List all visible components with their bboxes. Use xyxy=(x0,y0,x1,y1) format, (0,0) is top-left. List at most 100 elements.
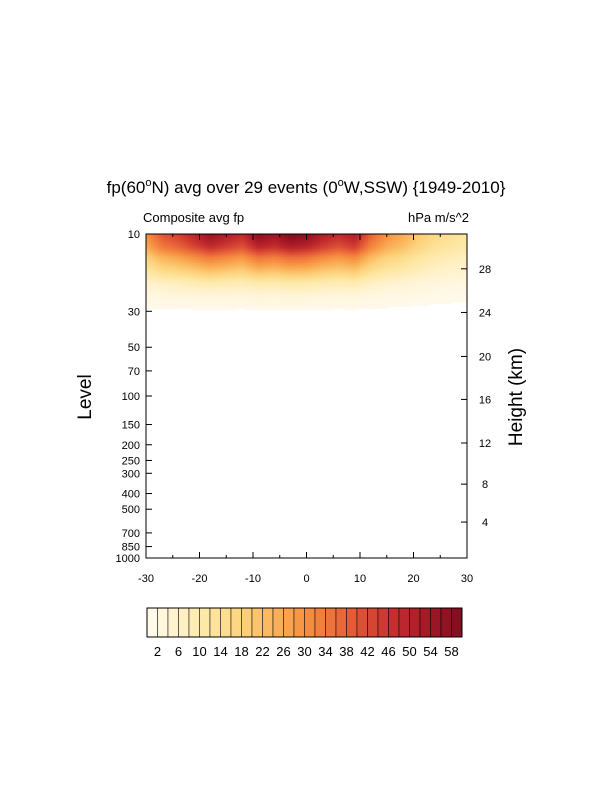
field-cell xyxy=(215,282,219,285)
field-cell xyxy=(408,242,412,245)
field-cell xyxy=(298,234,302,237)
field-cell xyxy=(258,240,262,243)
field-cell xyxy=(234,235,238,238)
field-cell xyxy=(271,258,275,261)
field-cell xyxy=(290,296,294,300)
field-cell xyxy=(194,293,198,296)
field-cell xyxy=(437,266,441,269)
field-cell xyxy=(255,282,259,285)
field-cell xyxy=(285,290,289,293)
field-cell xyxy=(405,271,409,274)
field-cell xyxy=(175,275,179,279)
field-cell xyxy=(191,235,195,238)
field-cell xyxy=(311,246,316,250)
field-cell xyxy=(295,279,300,282)
field-cell xyxy=(445,253,449,256)
field-cell xyxy=(362,282,366,285)
field-cell xyxy=(151,234,155,237)
field-cell xyxy=(373,287,377,290)
field-cell xyxy=(194,280,198,283)
field-cell xyxy=(253,271,257,274)
field-cell xyxy=(199,291,203,295)
field-cell xyxy=(293,295,297,298)
field-cell xyxy=(285,271,289,274)
field-cell xyxy=(154,235,158,238)
field-cell xyxy=(228,264,233,267)
field-cell xyxy=(392,293,396,296)
field-cell xyxy=(333,243,337,246)
field-cell xyxy=(236,253,241,256)
field-cell xyxy=(341,279,345,282)
field-cell xyxy=(381,254,385,258)
field-cell xyxy=(255,234,259,237)
field-cell xyxy=(295,271,300,274)
field-cell xyxy=(319,245,324,248)
field-cell xyxy=(146,285,150,288)
field-cell xyxy=(285,272,289,275)
field-cell xyxy=(258,242,262,245)
field-cell xyxy=(266,275,270,279)
field-cell xyxy=(405,251,409,254)
field-cell xyxy=(421,274,425,277)
field-cell xyxy=(360,272,364,275)
field-cell xyxy=(456,254,460,258)
field-cell xyxy=(458,261,463,264)
field-cell xyxy=(458,246,463,250)
field-cell xyxy=(325,295,329,298)
field-cell xyxy=(183,235,187,238)
field-cell xyxy=(453,243,457,246)
field-cell xyxy=(335,300,340,303)
field-cell xyxy=(298,274,302,277)
field-cell xyxy=(360,243,364,246)
field-cell xyxy=(298,250,302,253)
field-cell xyxy=(290,251,294,254)
field-cell xyxy=(277,262,281,266)
field-cell xyxy=(178,237,182,240)
field-cell xyxy=(287,258,292,261)
field-cell xyxy=(338,240,342,243)
field-cell xyxy=(434,295,439,298)
field-cell xyxy=(202,254,206,258)
field-cell xyxy=(341,295,345,298)
field-cell xyxy=(408,251,412,254)
field-cell xyxy=(335,274,340,277)
field-cell xyxy=(220,271,225,274)
field-cell xyxy=(319,235,324,238)
field-cell xyxy=(242,300,246,303)
field-cell xyxy=(319,248,324,251)
field-cell xyxy=(378,266,382,269)
field-cell xyxy=(298,277,302,280)
field-cell xyxy=(282,237,286,240)
field-cell xyxy=(271,282,275,285)
field-cell xyxy=(223,259,227,262)
field-cell xyxy=(365,237,369,240)
field-cell xyxy=(287,253,292,256)
field-cell xyxy=(175,254,179,258)
field-cell xyxy=(365,282,369,285)
field-cell xyxy=(154,248,158,251)
field-cell xyxy=(210,266,214,269)
field-cell xyxy=(263,290,267,293)
field-cell xyxy=(402,279,407,282)
field-cell xyxy=(151,251,155,254)
field-cell xyxy=(253,256,257,259)
field-cell xyxy=(226,267,230,271)
field-cell xyxy=(285,288,289,291)
field-cell xyxy=(357,269,361,272)
field-cell xyxy=(261,274,265,277)
field-cell xyxy=(287,259,292,262)
field-cell xyxy=(335,279,340,282)
field-cell xyxy=(306,245,310,248)
field-cell xyxy=(250,269,254,272)
field-cell xyxy=(461,238,465,242)
field-cell xyxy=(327,290,332,293)
field-cell xyxy=(210,245,214,248)
field-cell xyxy=(330,290,334,293)
field-cell xyxy=(448,243,452,246)
field-cell xyxy=(258,269,262,272)
field-cell xyxy=(309,288,313,291)
field-cell xyxy=(244,295,249,298)
field-cell xyxy=(311,248,316,251)
field-cell xyxy=(408,248,412,251)
field-cell xyxy=(354,243,358,246)
